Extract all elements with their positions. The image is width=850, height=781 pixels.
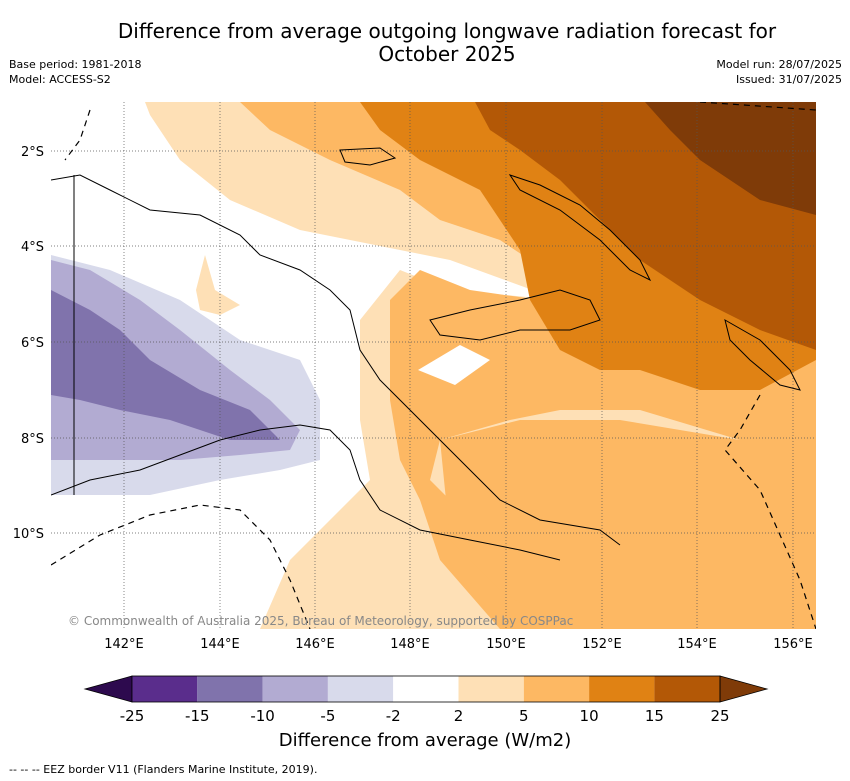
- lon-label: 142°E: [104, 637, 144, 652]
- colorbar-segment: [327, 676, 394, 702]
- map-panel: © Commonwealth of Australia 2025, Bureau…: [51, 102, 816, 629]
- map-title: Difference from average outgoing longwav…: [117, 19, 777, 66]
- new-britain-coast: [429, 289, 601, 341]
- lat-label: 8°S: [21, 432, 44, 447]
- bougainville-coast: [724, 318, 801, 391]
- base-period: Base period: 1981-2018: [9, 58, 142, 71]
- model-name: Model: ACCESS-S2: [9, 73, 111, 86]
- manus-island: [339, 147, 397, 166]
- new-guinea-south-coast: [51, 424, 561, 561]
- issued-date: Issued: 31/07/2025: [735, 73, 842, 86]
- latitude-labels: 2°S 4°S 6°S 8°S 10°S: [13, 145, 44, 542]
- lat-label: 4°S: [21, 240, 44, 255]
- colorbar-segment: [393, 676, 459, 702]
- lat-label: 10°S: [13, 527, 44, 542]
- colorbar-extend-high: [719, 675, 769, 703]
- colorbar-segment: [262, 676, 328, 702]
- lon-label: 148°E: [390, 637, 430, 652]
- colorbar-segment: [654, 676, 720, 702]
- lon-label: 152°E: [582, 637, 622, 652]
- lon-label: 144°E: [200, 637, 240, 652]
- colorbar-tick-label: 2: [454, 707, 464, 725]
- lat-label: 2°S: [21, 145, 44, 160]
- lon-label: 146°E: [295, 637, 335, 652]
- lon-label: 156°E: [773, 637, 813, 652]
- colorbar-tick-label: 5: [519, 707, 529, 725]
- colorbar: -25 -15 -10 -5 -2 2 5 10 15 25: [83, 675, 769, 725]
- eez-legend-note: -- -- -- EEZ border V11 (Flanders Marine…: [9, 763, 318, 776]
- graticule: [51, 102, 816, 629]
- longitude-labels: 142°E 144°E 146°E 148°E 150°E 152°E 154°…: [104, 637, 813, 652]
- colorbar-outline: [131, 675, 721, 703]
- colorbar-segment: [197, 676, 263, 702]
- anomaly-region-5-10-southeast: [440, 420, 740, 629]
- coastlines: [51, 147, 801, 561]
- anomaly-region-gt-25: [645, 102, 816, 215]
- colorbar-segment: [589, 676, 655, 702]
- colorbar-tick-label: -15: [185, 707, 210, 725]
- lon-label: 150°E: [486, 637, 526, 652]
- anomaly-region-minus-10-15: [51, 290, 280, 440]
- new-guinea-coast: [51, 174, 621, 546]
- model-run: Model run: 28/07/2025: [716, 58, 842, 71]
- colorbar-tick-label: 25: [710, 707, 729, 725]
- colorbar-tick-label: -5: [320, 707, 335, 725]
- copyright-notice: © Commonwealth of Australia 2025, Bureau…: [68, 614, 573, 628]
- colorbar-title: Difference from average (W/m2): [278, 730, 572, 751]
- colorbar-tick-label: -25: [120, 707, 145, 725]
- anomaly-region-neutral-pocket: [418, 345, 490, 385]
- meta-left: Base period: 1981-2018 Model: ACCESS-S2: [9, 57, 141, 87]
- colorbar-tick-label: 10: [580, 707, 599, 725]
- colorbar-segment: [458, 676, 524, 702]
- colorbar-tick-label: -10: [250, 707, 275, 725]
- lon-label: 154°E: [677, 637, 717, 652]
- colorbar-segment: [523, 676, 590, 702]
- lat-label: 6°S: [21, 336, 44, 351]
- colorbar-tick-label: 15: [645, 707, 664, 725]
- colorbar-segment: [132, 676, 198, 702]
- new-ireland-coast: [508, 174, 652, 282]
- colorbar-extend-low: [83, 675, 133, 703]
- colorbar-tick-label: -2: [386, 707, 401, 725]
- eez-borders: [51, 102, 816, 629]
- meta-right: Model run: 28/07/2025 Issued: 31/07/2025: [716, 57, 842, 87]
- anomaly-region-2-5-inland: [196, 255, 240, 315]
